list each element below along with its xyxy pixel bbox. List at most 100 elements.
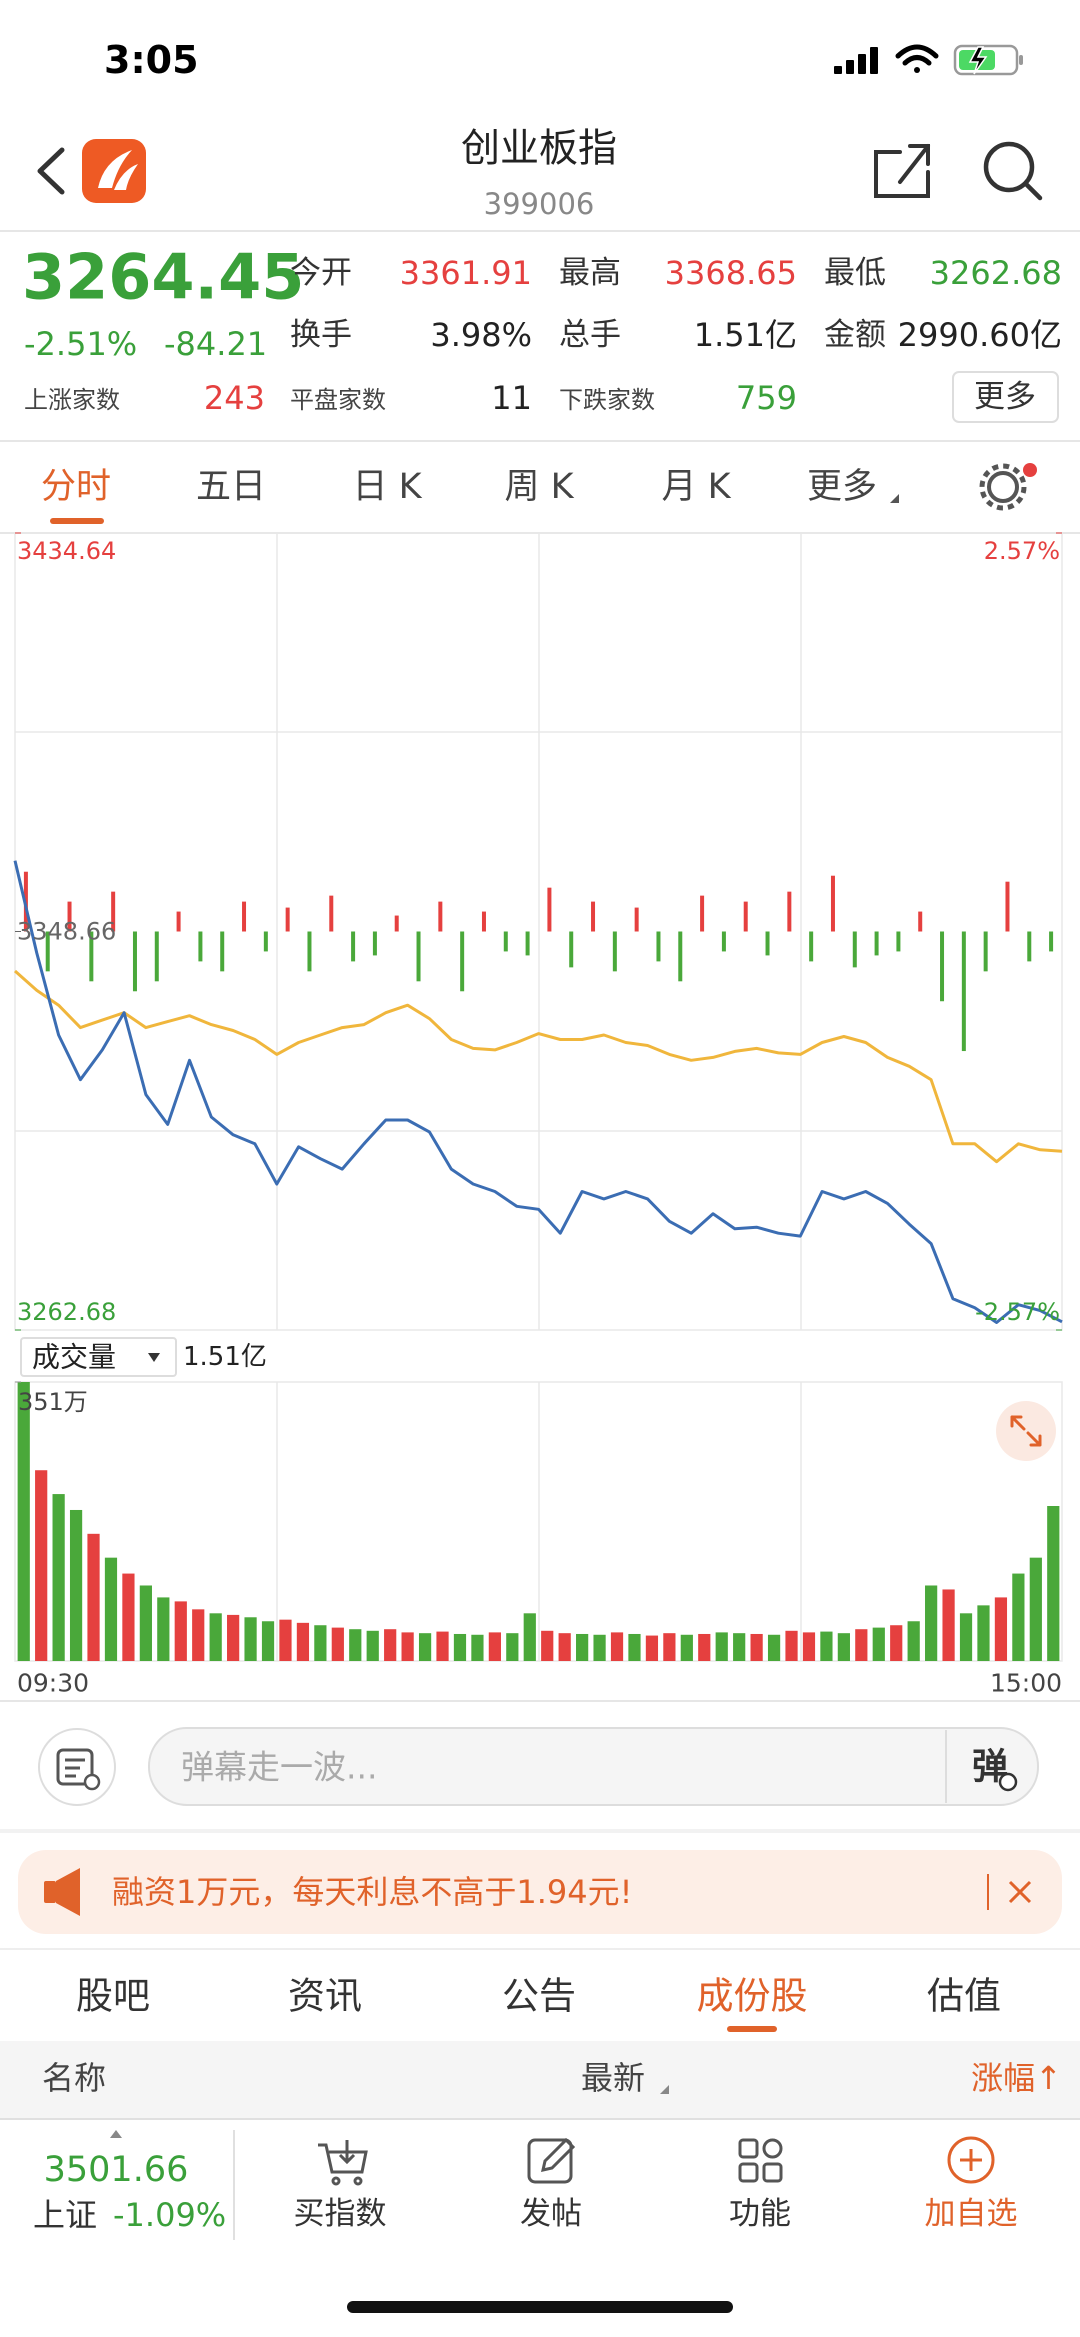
buy-index-icon — [318, 2140, 368, 2186]
volume-bar — [227, 1614, 240, 1661]
breadth-bar — [1049, 931, 1054, 952]
sort-caret — [660, 2085, 669, 2094]
breadth-bar — [329, 895, 334, 932]
breadth-bar — [547, 887, 552, 932]
signal-icon — [834, 47, 878, 74]
wifi-icon — [895, 44, 939, 73]
volume-bar — [349, 1629, 362, 1661]
separator — [0, 1829, 1080, 1833]
volume-bar — [680, 1634, 693, 1661]
breadth-bar — [1027, 931, 1032, 962]
volume-bar — [977, 1605, 990, 1661]
breadth-label: 上涨家数 — [24, 386, 120, 414]
breadth-bar — [132, 931, 137, 992]
volume-bar — [558, 1633, 571, 1661]
stat-label: 最高 — [559, 255, 621, 291]
volume-bar — [925, 1585, 938, 1661]
chart-tab[interactable]: 五日 — [196, 467, 266, 507]
breadth-bar — [372, 931, 377, 956]
volume-bar — [139, 1585, 152, 1661]
action-label[interactable]: 功能 — [729, 2196, 791, 2232]
y-tick-label: 3262.68 — [17, 1298, 116, 1326]
volume-bar — [436, 1631, 449, 1661]
breadth-bar — [285, 907, 290, 932]
breadth-bar — [874, 931, 879, 956]
promo-close[interactable] — [1008, 1880, 1032, 1904]
chart-tab[interactable]: 日 K — [352, 467, 422, 507]
breadth-bar — [634, 907, 639, 932]
breadth-bar — [525, 931, 530, 956]
chart-tab[interactable]: 更多 — [807, 467, 877, 507]
section-tab[interactable]: 公告 — [502, 1975, 576, 2018]
column-name: 名称 — [42, 2059, 106, 2097]
breadth-bar — [1005, 881, 1010, 932]
function-icon — [738, 2138, 783, 2183]
volume-bar — [35, 1470, 48, 1661]
volume-bar — [506, 1633, 519, 1661]
action-label[interactable]: 加自选 — [925, 2196, 1018, 2232]
volume-bar — [959, 1613, 973, 1661]
chart-tabs: 分时 五日 日 K 周 K 月 K 更多 — [41, 467, 877, 507]
breadth-bar — [220, 931, 225, 972]
volume-bar — [471, 1634, 484, 1661]
volume-bar — [314, 1625, 327, 1661]
breadth-bar — [656, 931, 661, 962]
promo-banner[interactable] — [18, 1850, 1062, 1934]
action-label[interactable]: 发帖 — [520, 2196, 582, 2232]
breadth-bar — [612, 931, 617, 972]
expand-button[interactable] — [996, 1401, 1056, 1461]
search-button[interactable] — [983, 141, 1043, 201]
action-label[interactable]: 买指数 — [294, 2196, 387, 2232]
column-change[interactable]: 涨幅↑ — [971, 2059, 1062, 2097]
volume-bar — [209, 1613, 222, 1661]
column-latest[interactable]: 最新 — [581, 2059, 645, 2097]
sh-index-name[interactable]: 上证 — [33, 2196, 97, 2234]
breadth-bar — [983, 931, 988, 972]
danmu-placeholder[interactable]: 弹幕走一波... — [181, 1748, 377, 1787]
volume-bar — [628, 1633, 641, 1661]
more-button[interactable] — [952, 371, 1059, 423]
stat-label: 换手 — [290, 317, 352, 353]
section-tab[interactable]: 股吧 — [76, 1975, 150, 2018]
volume-bar — [174, 1601, 187, 1661]
volume-bar — [523, 1613, 536, 1661]
danmu-input[interactable] — [148, 1727, 1039, 1806]
settings-button[interactable] — [979, 463, 1037, 511]
breadth-bar — [176, 911, 181, 932]
section-tab[interactable]: 成份股 — [697, 1975, 808, 2018]
volume-bar — [17, 1382, 30, 1661]
stat-value: 3368.65 — [665, 254, 797, 292]
volume-selector-label[interactable]: 成交量 — [32, 1341, 116, 1374]
section-tab[interactable]: 资讯 — [288, 1975, 362, 2018]
sh-index-change[interactable]: -1.09% — [113, 2196, 226, 2234]
volume-bar — [296, 1622, 310, 1661]
chart-tab[interactable]: 分时 — [41, 467, 111, 507]
y-tick-label: 3434.64 — [17, 537, 116, 565]
volume-bar — [785, 1630, 798, 1661]
chart-tab[interactable]: 周 K — [504, 467, 574, 507]
back-button[interactable] — [37, 147, 65, 195]
breadth-bar — [394, 915, 399, 932]
more-button-label[interactable]: 更多 — [974, 379, 1036, 415]
danmu-send-badge — [998, 1772, 1018, 1792]
danmu-list-button[interactable] — [38, 1728, 116, 1806]
chart-tab[interactable]: 月 K — [661, 467, 731, 507]
volume-selector[interactable] — [20, 1337, 177, 1377]
breadth-bar — [852, 931, 857, 968]
breadth-bar — [45, 931, 50, 972]
stat-value: 1.51亿 — [694, 316, 797, 354]
section-tab[interactable]: 估值 — [927, 1975, 1001, 2018]
share-button[interactable] — [874, 144, 930, 198]
breadth-value: 759 — [736, 379, 797, 417]
breadth-bar — [591, 901, 596, 932]
promo-text[interactable]: 融资1万元，每天利息不高于1.94元! — [112, 1873, 632, 1911]
volume-bar — [192, 1609, 205, 1661]
active-tab-indicator — [50, 518, 104, 524]
breadth-bar — [678, 931, 683, 982]
add-watch-icon — [947, 2136, 995, 2184]
volume-bar — [872, 1627, 885, 1661]
breadth-bar — [787, 891, 792, 932]
volume-bar — [401, 1632, 414, 1661]
sh-index-value[interactable]: 3501.66 — [44, 2150, 189, 2190]
